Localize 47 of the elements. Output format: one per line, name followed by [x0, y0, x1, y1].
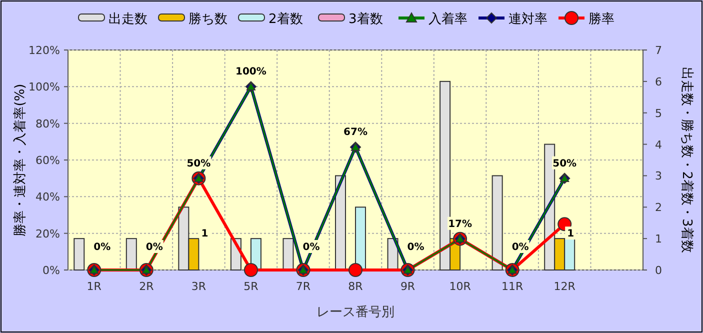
y-tick-label: 0%	[42, 264, 60, 277]
y-tick-label: 20%	[36, 227, 60, 240]
legend-label: 2着数	[268, 11, 303, 27]
data-label: 0%	[302, 242, 320, 253]
x-tick-label: 11R	[502, 280, 524, 293]
x-tick-label: 7R	[296, 280, 311, 293]
legend-label: 出走数	[108, 12, 148, 27]
data-label: 50%	[186, 158, 211, 170]
data-label: 100%	[236, 66, 266, 78]
y-axis-title: 勝率・連対率・入着率(%)	[12, 84, 28, 236]
x-tick-label: 8R	[348, 280, 364, 293]
data-label: 0%	[512, 242, 529, 253]
x-axis-title: レース番号別	[316, 305, 394, 320]
x-tick-label: 10R	[449, 280, 472, 293]
data-label: 0%	[146, 242, 163, 253]
x-tick-label: 12R	[554, 280, 576, 293]
y-tick-label: 80%	[36, 117, 60, 130]
x-tick-label: 5R	[244, 280, 259, 293]
y2-tick-label: 0	[655, 264, 662, 277]
data-label: 1	[201, 228, 208, 240]
y-tick-label: 40%	[36, 190, 60, 204]
data-label: 0%	[94, 242, 111, 253]
data-label: 67%	[344, 127, 368, 138]
x-tick-label: 2R	[139, 280, 154, 293]
data-label: 50%	[552, 158, 577, 170]
y2-tick-label: 7	[655, 44, 662, 57]
legend-label: 連対率	[508, 11, 548, 27]
x-tick-label: 1R	[86, 280, 102, 293]
y2-axis-title: 出走数・勝ち数・2着数・3着数	[679, 67, 695, 253]
data-label: 0%	[407, 242, 424, 253]
legend-label: 勝ち数	[188, 12, 228, 27]
y2-tick-label: 4	[655, 138, 662, 152]
y-tick-label: 120%	[28, 44, 60, 57]
y2-tick-label: 2	[655, 201, 662, 214]
y2-tick-label: 6	[655, 75, 662, 88]
legend-label: 勝率	[588, 11, 614, 27]
y2-tick-label: 3	[655, 170, 662, 183]
legend-label: 3着数	[348, 11, 383, 27]
data-label: 1	[567, 228, 574, 240]
y-tick-label: 60%	[36, 154, 60, 167]
y2-tick-label: 5	[655, 106, 662, 120]
x-tick-label: 9R	[400, 280, 416, 293]
y-tick-label: 100%	[28, 80, 60, 94]
legend-label: 入着率	[428, 11, 468, 27]
data-label: 17%	[448, 218, 472, 230]
x-tick-label: 3R	[191, 280, 206, 293]
y2-tick-label: 1	[655, 232, 662, 246]
